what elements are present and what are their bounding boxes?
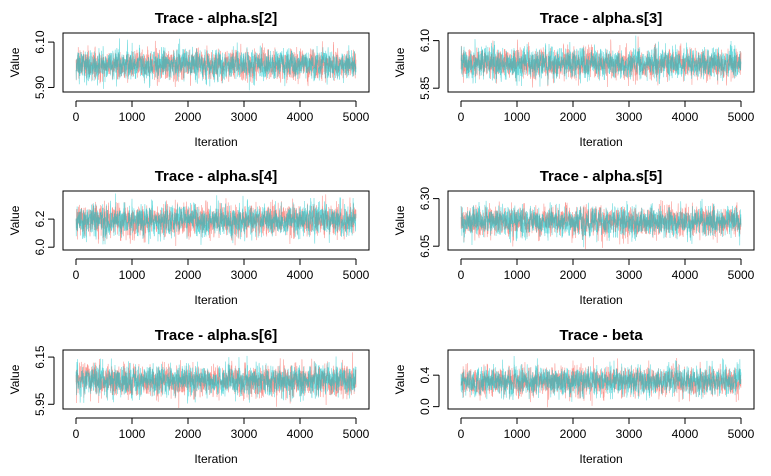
plot-frame xyxy=(447,349,755,410)
x-tick-label: 1000 xyxy=(504,427,531,441)
y-axis-label: Value xyxy=(393,364,407,394)
plot-frame xyxy=(447,190,755,251)
y-axis-label: Value xyxy=(393,47,407,77)
x-tick-label: 3000 xyxy=(616,268,643,282)
x-tick-label: 3000 xyxy=(616,427,643,441)
trace-series-2 xyxy=(75,193,357,245)
y-tick-label: 6.10 xyxy=(33,30,47,54)
x-axis-label: Iteration xyxy=(194,293,237,307)
x-tick-label: 3000 xyxy=(231,427,258,441)
plot-frame xyxy=(62,32,370,93)
x-tick-label: 2000 xyxy=(560,268,587,282)
x-tick-label: 2000 xyxy=(560,110,587,124)
x-tick-label: 0 xyxy=(458,110,465,124)
panel-title: Trace - alpha.s[2] xyxy=(155,10,278,27)
trace-panel-5: 0 1000 2000 3000 4000 5000 5.95 6.15 Trace - alp… xyxy=(8,327,370,466)
x-tick-label: 5000 xyxy=(728,268,755,282)
x-axis-label: Iteration xyxy=(194,135,237,149)
x-tick-label: 1000 xyxy=(119,268,146,282)
x-tick-label: 5000 xyxy=(343,427,370,441)
y-tick-label: 6.30 xyxy=(418,187,432,211)
panel-title: Trace - alpha.s[6] xyxy=(155,327,278,344)
x-tick-label: 2000 xyxy=(175,110,202,124)
y-axis-label: Value xyxy=(393,205,407,235)
y-tick-label: 6.0 xyxy=(33,239,47,256)
y-tick-label: 6.10 xyxy=(418,29,432,53)
plot-frame xyxy=(447,32,755,93)
trace-series-2 xyxy=(460,35,742,87)
x-tick-label: 1000 xyxy=(504,268,531,282)
y-tick-label: 0.0 xyxy=(418,398,432,415)
x-tick-label: 4000 xyxy=(672,427,699,441)
x-tick-label: 0 xyxy=(73,268,80,282)
x-tick-label: 4000 xyxy=(672,110,699,124)
trace-panel-6: 0 1000 2000 3000 4000 5000 0.0 0.4 Trace - beta I… xyxy=(393,327,755,466)
y-tick-label: 5.85 xyxy=(418,76,432,100)
x-tick-label: 3000 xyxy=(616,110,643,124)
x-axis-label: Iteration xyxy=(579,135,622,149)
plot-frame xyxy=(62,190,370,251)
x-tick-label: 0 xyxy=(458,427,465,441)
trace-series-2 xyxy=(460,198,742,248)
y-tick-label: 5.90 xyxy=(33,75,47,99)
x-tick-label: 3000 xyxy=(231,268,258,282)
x-tick-label: 5000 xyxy=(728,427,755,441)
y-axis-label: Value xyxy=(8,364,22,394)
x-tick-label: 1000 xyxy=(119,110,146,124)
x-tick-label: 1000 xyxy=(119,427,146,441)
x-tick-label: 2000 xyxy=(175,268,202,282)
trace-panel-4: 0 1000 2000 3000 4000 5000 6.05 6.30 Trace - alp… xyxy=(393,168,755,307)
trace-series-1 xyxy=(460,199,742,249)
x-tick-label: 3000 xyxy=(231,110,258,124)
x-tick-label: 5000 xyxy=(343,110,370,124)
panel-title: Trace - beta xyxy=(559,327,643,344)
trace-series-2 xyxy=(75,38,357,91)
trace-panel-1: 0 1000 2000 3000 4000 5000 5.90 6.10 Trace - alp… xyxy=(8,10,370,149)
x-tick-label: 4000 xyxy=(672,268,699,282)
x-axis-label: Iteration xyxy=(579,293,622,307)
x-axis-label: Iteration xyxy=(579,452,622,466)
trace-panel-3: 0 1000 2000 3000 4000 5000 6.0 6.2 Trace - alpha… xyxy=(8,168,370,307)
x-tick-label: 5000 xyxy=(343,268,370,282)
x-tick-label: 4000 xyxy=(287,110,314,124)
x-tick-label: 0 xyxy=(73,110,80,124)
x-tick-label: 1000 xyxy=(504,110,531,124)
panel-title: Trace - alpha.s[5] xyxy=(540,168,663,185)
y-tick-label: 6.15 xyxy=(33,345,47,369)
x-tick-label: 2000 xyxy=(560,427,587,441)
y-axis-label: Value xyxy=(8,205,22,235)
panel-title: Trace - alpha.s[3] xyxy=(540,10,663,27)
y-tick-label: 6.2 xyxy=(33,210,47,227)
y-tick-label: 5.95 xyxy=(33,392,47,416)
x-tick-label: 0 xyxy=(73,427,80,441)
x-tick-label: 4000 xyxy=(287,268,314,282)
y-axis-label: Value xyxy=(8,47,22,77)
y-tick-label: 6.05 xyxy=(418,234,432,258)
plot-frame xyxy=(62,349,370,410)
x-tick-label: 0 xyxy=(458,268,465,282)
x-axis-label: Iteration xyxy=(194,452,237,466)
x-tick-label: 5000 xyxy=(728,110,755,124)
trace-series-2 xyxy=(460,355,742,402)
x-tick-label: 2000 xyxy=(175,427,202,441)
y-tick-label: 0.4 xyxy=(418,367,432,384)
x-tick-label: 4000 xyxy=(287,427,314,441)
trace-series-2 xyxy=(75,355,357,404)
panel-title: Trace - alpha.s[4] xyxy=(155,168,278,185)
trace-panel-2: 0 1000 2000 3000 4000 5000 5.85 6.10 Trace - alp… xyxy=(393,10,755,149)
